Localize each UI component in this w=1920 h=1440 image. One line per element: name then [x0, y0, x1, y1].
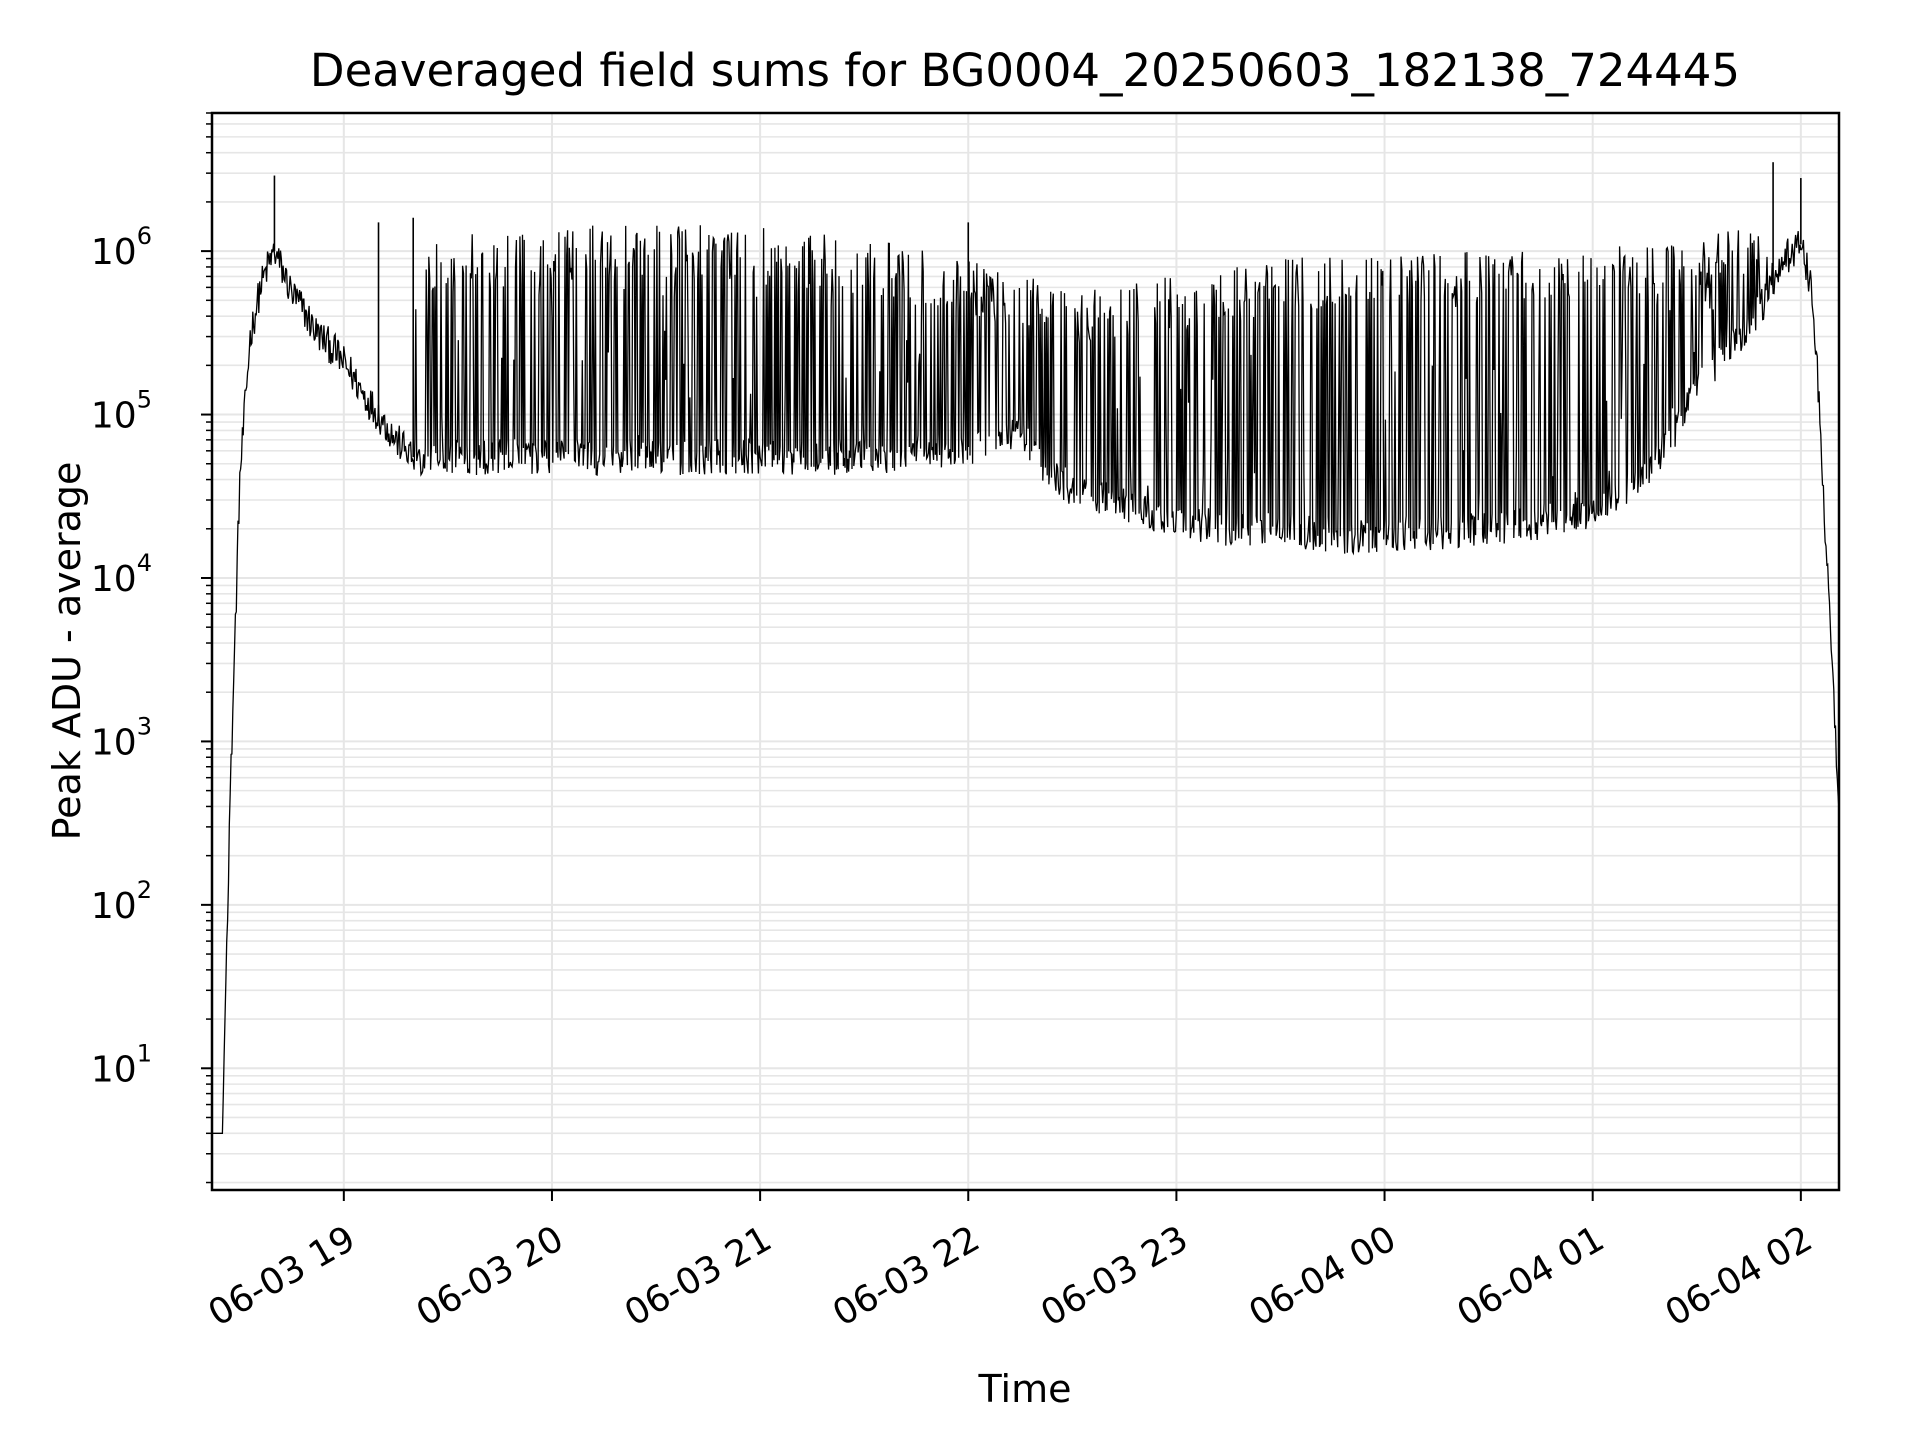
y-tick-exponent: 5	[137, 386, 152, 414]
y-tick-exponent: 1	[137, 1039, 152, 1067]
y-axis-label: Peak ADU - average	[45, 462, 89, 841]
plot-frame	[210, 111, 1841, 1192]
y-tick-exponent: 3	[137, 712, 152, 740]
x-axis-label: Time	[978, 1367, 1072, 1411]
y-tick-exponent: 2	[137, 876, 152, 904]
y-tick-exponent: 4	[137, 549, 152, 577]
data-series	[212, 162, 1840, 1134]
chart-title: Deaveraged field sums for BG0004_2025060…	[310, 44, 1740, 97]
y-tick-exponent: 6	[137, 222, 152, 250]
series-line	[212, 225, 1840, 1134]
